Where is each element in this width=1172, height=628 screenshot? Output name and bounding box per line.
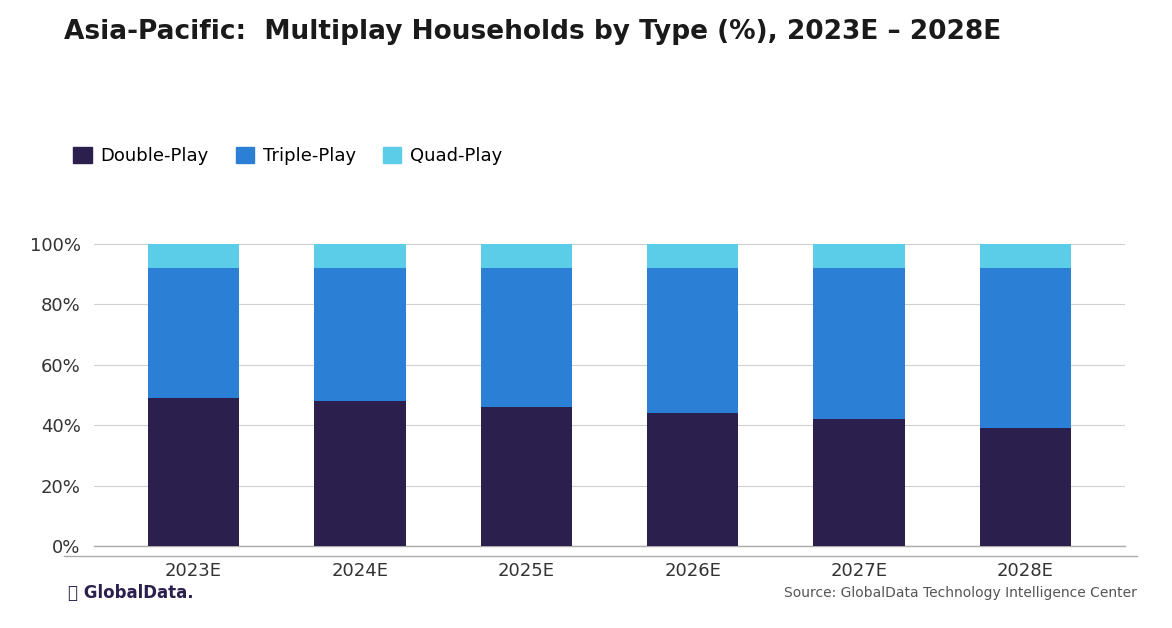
Text: ⓘ GlobalData.: ⓘ GlobalData. <box>68 585 193 602</box>
Bar <box>980 428 1071 546</box>
Bar <box>481 268 572 408</box>
Bar <box>647 268 738 413</box>
Text: Asia-Pacific:  Multiplay Households by Type (%), 2023E – 2028E: Asia-Pacific: Multiplay Households by Ty… <box>64 19 1002 45</box>
Legend: Double-Play, Triple-Play, Quad-Play: Double-Play, Triple-Play, Quad-Play <box>74 147 503 165</box>
Bar <box>481 244 572 268</box>
Bar <box>481 408 572 546</box>
Bar <box>314 401 406 546</box>
Bar <box>647 244 738 268</box>
Bar <box>647 413 738 546</box>
Bar <box>980 244 1071 268</box>
Bar <box>980 268 1071 428</box>
Bar <box>813 268 905 420</box>
Bar <box>148 244 239 268</box>
Bar <box>148 398 239 546</box>
Bar <box>813 244 905 268</box>
Text: Source: GlobalData Technology Intelligence Center: Source: GlobalData Technology Intelligen… <box>784 587 1137 600</box>
Bar <box>314 268 406 401</box>
Bar <box>813 420 905 546</box>
Bar <box>314 244 406 268</box>
Bar <box>148 268 239 398</box>
